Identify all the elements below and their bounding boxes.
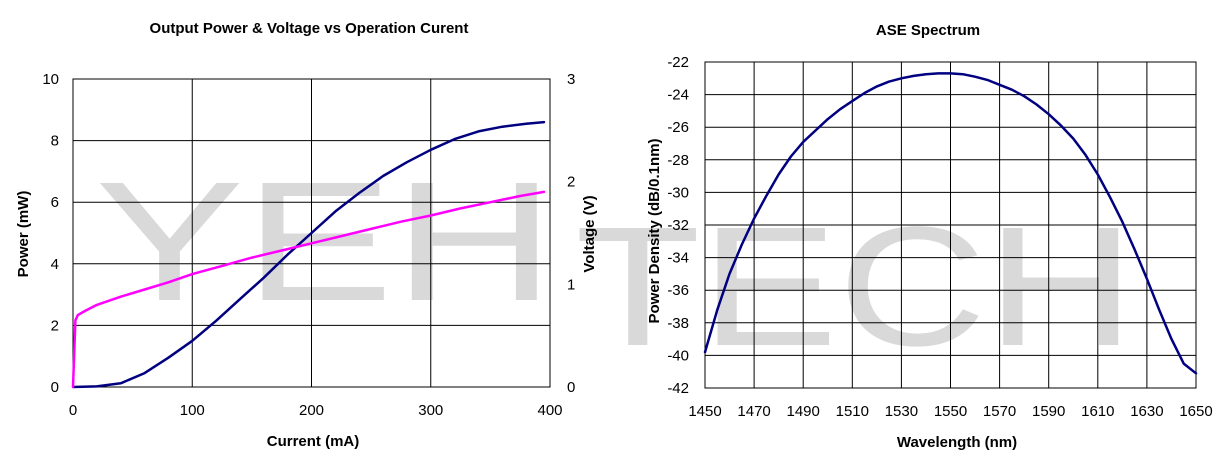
chart1-y-tick-label-0: 0 bbox=[51, 379, 59, 396]
chart1-x-tick-label-4: 400 bbox=[537, 402, 562, 419]
chart1-y-tick-label-4: 8 bbox=[51, 133, 59, 150]
chart2-x-axis-label: Wavelength (nm) bbox=[897, 434, 1017, 451]
chart2-y-tick-label-0: -22 bbox=[667, 54, 689, 71]
chart1-grid bbox=[72, 78, 551, 388]
chart1-y-tick-label-1: 2 bbox=[51, 317, 59, 334]
chart1-plot-frame bbox=[72, 78, 551, 388]
chart2-series-line-0 bbox=[703, 72, 1198, 375]
chart2-y-tick-label-7: -36 bbox=[667, 282, 689, 299]
chart1-y2-axis-label: Voltage (V) bbox=[581, 195, 598, 272]
chart2-plot-frame bbox=[704, 61, 1197, 389]
chart2-x-tick-label-1: 1470 bbox=[737, 403, 770, 420]
chart1-y-tick-label-5: 10 bbox=[42, 71, 59, 88]
chart2-x-tick-label-10: 1650 bbox=[1179, 403, 1212, 420]
chart1-y-tick-label-2: 4 bbox=[51, 256, 59, 273]
chart2-y-tick-label-2: -26 bbox=[667, 119, 689, 136]
watermark-text-1: YEH bbox=[95, 147, 555, 337]
chart1-y2-tick-label-2: 2 bbox=[567, 174, 575, 191]
chart2-y-axis-label: Power Density (dB/0.1nm) bbox=[646, 138, 663, 323]
chart2-x-tick-label-2: 1490 bbox=[787, 403, 820, 420]
chart2-x-tick-label-4: 1530 bbox=[885, 403, 918, 420]
chart2-y-tick-label-5: -32 bbox=[667, 217, 689, 234]
chart2-y-tick-label-9: -40 bbox=[667, 347, 689, 364]
watermark: YEH TECH bbox=[95, 147, 1135, 382]
chart2-y-tick-label-10: -42 bbox=[667, 380, 689, 397]
chart1-x-tick-label-1: 100 bbox=[180, 402, 205, 419]
chart2-y-tick-label-1: -24 bbox=[667, 87, 689, 104]
chart2-x-tick-label-8: 1610 bbox=[1081, 403, 1114, 420]
chart1-title: Output Power & Voltage vs Operation Cure… bbox=[150, 20, 469, 37]
chart1-y2-tick-label-0: 0 bbox=[567, 379, 575, 396]
watermark-text-2: TECH bbox=[575, 192, 1135, 382]
chart2-x-tick-label-0: 1450 bbox=[688, 403, 721, 420]
chart1-y-tick-label-3: 6 bbox=[51, 194, 59, 211]
chart2-series bbox=[703, 72, 1198, 375]
chart2-x-tick-label-9: 1630 bbox=[1130, 403, 1163, 420]
chart1-y2-tick-label-1: 1 bbox=[567, 276, 575, 293]
chart1-y-axis-label: Power (mW) bbox=[15, 191, 32, 278]
chart2-tick-labels: 1450 1470 1490 1510 1530 1550 1570 1590 1610 1630… bbox=[667, 54, 1212, 420]
chart1-series-line-0 bbox=[71, 120, 546, 389]
chart1-series-line-1 bbox=[71, 190, 546, 389]
chart2-y-tick-label-8: -38 bbox=[667, 315, 689, 332]
chart1-series bbox=[71, 120, 546, 389]
power-voltage-chart: Output Power & Voltage vs Operation Cure… bbox=[15, 20, 598, 450]
chart1-y2-tick-label-3: 3 bbox=[567, 71, 575, 88]
chart2-x-tick-label-3: 1510 bbox=[836, 403, 869, 420]
chart1-x-axis-label: Current (mA) bbox=[267, 433, 360, 450]
chart2-y-tick-label-6: -34 bbox=[667, 250, 689, 267]
chart2-x-tick-label-5: 1550 bbox=[934, 403, 967, 420]
chart2-y-tick-label-4: -30 bbox=[667, 184, 689, 201]
chart1-x-tick-label-3: 300 bbox=[418, 402, 443, 419]
chart2-title: ASE Spectrum bbox=[876, 22, 980, 39]
chart2-grid bbox=[704, 61, 1197, 389]
chart1-x-tick-label-0: 0 bbox=[69, 402, 77, 419]
chart2-x-tick-label-6: 1570 bbox=[983, 403, 1016, 420]
chart2-x-tick-label-7: 1590 bbox=[1032, 403, 1065, 420]
ase-spectrum-chart: ASE Spectrum 1450 1470 1490 1510 1530 1550 157… bbox=[646, 22, 1213, 451]
chart2-y-tick-label-3: -28 bbox=[667, 152, 689, 169]
chart1-x-tick-label-2: 200 bbox=[299, 402, 324, 419]
